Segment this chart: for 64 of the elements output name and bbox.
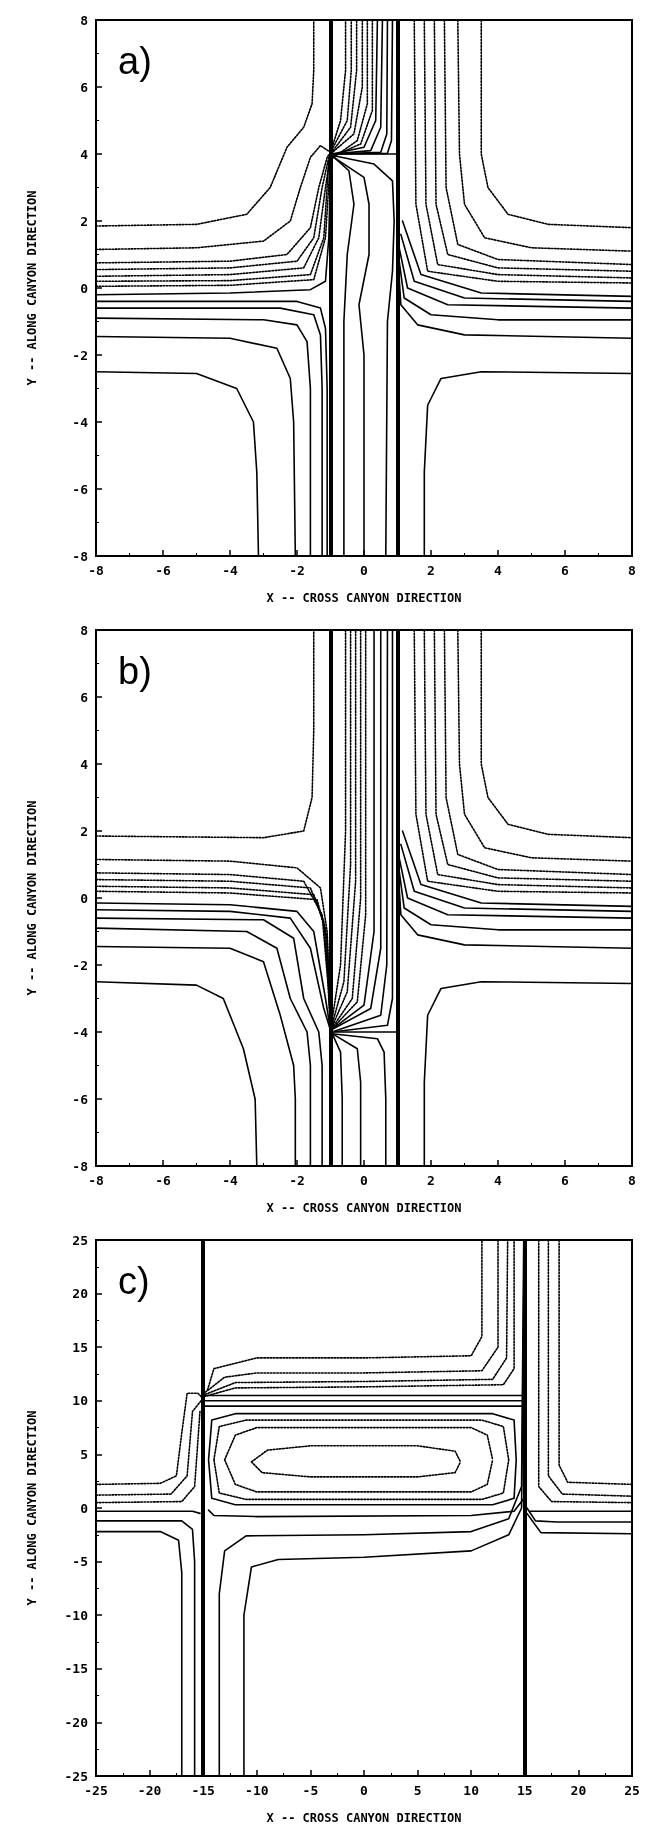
y-tick-label: 2: [80, 823, 88, 839]
y-tick-label: -8: [72, 548, 89, 564]
y-axis-title: Y -- ALONG CANYON DIRECTION: [25, 800, 39, 996]
y-tick-label: -10: [64, 1607, 89, 1623]
y-tick-label: 4: [80, 756, 89, 772]
x-tick-label: 0: [360, 1783, 369, 1798]
x-tick-label: -2: [289, 1173, 305, 1188]
y-tick-label: -5: [72, 1554, 88, 1570]
x-tick-label: 25: [624, 1783, 640, 1798]
y-tick-label: -25: [64, 1768, 88, 1784]
y-tick-label: 6: [80, 79, 89, 95]
annotation: c): [118, 1260, 150, 1302]
y-tick-label: -6: [72, 481, 89, 497]
y-axis-title: Y -- ALONG CANYON DIRECTION: [25, 190, 39, 386]
x-tick-label: 5: [413, 1783, 422, 1798]
y-tick-label: 8: [80, 622, 89, 638]
y-tick-label: 10: [72, 1393, 89, 1409]
x-tick-label: -4: [222, 563, 238, 578]
x-tick-label: 4: [494, 1173, 503, 1188]
x-axis-title: X -- CROSS CANYON DIRECTION: [266, 1201, 462, 1215]
x-tick-label: 0: [360, 563, 369, 578]
x-tick-label: -5: [302, 1783, 319, 1798]
x-tick-label: 4: [494, 563, 503, 578]
x-tick-label: 6: [561, 563, 570, 578]
y-tick-label: 6: [80, 689, 89, 705]
y-tick-label: -2: [72, 957, 88, 973]
y-tick-label: 25: [72, 1232, 88, 1248]
x-axis-title: X -- CROSS CANYON DIRECTION: [266, 1811, 462, 1825]
y-tick-label: 15: [72, 1339, 88, 1355]
x-tick-label: -10: [245, 1783, 269, 1798]
x-tick-label: 6: [561, 1173, 570, 1188]
x-tick-label: 2: [427, 563, 435, 578]
y-tick-label: 2: [80, 213, 88, 229]
y-tick-label: -4: [72, 1024, 89, 1040]
y-tick-label: 8: [80, 12, 89, 28]
x-tick-label: 8: [628, 1173, 637, 1188]
y-tick-label: 0: [80, 890, 89, 906]
y-tick-label: 20: [72, 1286, 89, 1302]
y-tick-label: 5: [80, 1446, 88, 1462]
y-tick-label: 0: [80, 1500, 89, 1516]
y-tick-label: -4: [72, 414, 89, 430]
x-tick-label: 0: [360, 1173, 369, 1188]
y-tick-label: -6: [72, 1091, 89, 1107]
annotation: a): [118, 40, 152, 82]
annotation: b): [118, 650, 152, 692]
x-tick-label: 20: [570, 1783, 587, 1798]
x-tick-label: -6: [155, 1173, 171, 1188]
x-axis-title: X -- CROSS CANYON DIRECTION: [266, 591, 462, 605]
x-tick-label: 8: [628, 563, 637, 578]
x-tick-label: -4: [222, 1173, 238, 1188]
x-tick-label: -20: [137, 1783, 162, 1798]
y-tick-label: -15: [64, 1661, 88, 1677]
y-axis-title: Y -- ALONG CANYON DIRECTION: [25, 1410, 39, 1606]
y-tick-label: 4: [80, 146, 89, 162]
x-tick-label: 15: [516, 1783, 533, 1798]
x-tick-label: 2: [427, 1173, 435, 1188]
x-tick-label: -15: [191, 1783, 215, 1798]
y-tick-label: -8: [72, 1158, 89, 1174]
x-tick-label: -6: [155, 563, 171, 578]
x-tick-label: 10: [463, 1783, 480, 1798]
x-tick-label: -2: [289, 563, 305, 578]
y-tick-label: -2: [72, 347, 88, 363]
y-tick-label: -20: [64, 1714, 89, 1730]
y-tick-label: 0: [80, 280, 89, 296]
